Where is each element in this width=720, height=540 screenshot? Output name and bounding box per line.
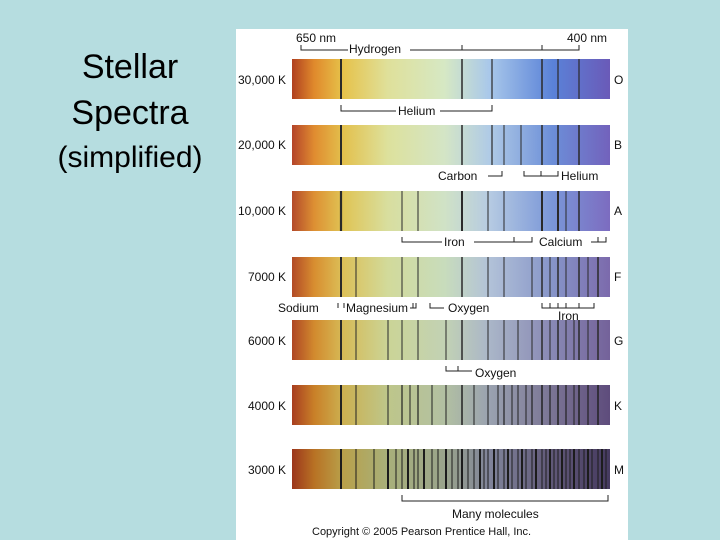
temperature-label-m: 3000 K	[248, 463, 286, 477]
magnesium-label: Magnesium	[346, 301, 408, 315]
spectrum-row-b: 20,000 K B	[238, 125, 622, 165]
class-label-k: K	[614, 399, 622, 413]
helium-top-label: Helium	[398, 104, 435, 118]
temperature-label-b: 20,000 K	[238, 138, 286, 152]
spectrum-strip-b	[292, 125, 610, 165]
helium-b-bracket: Helium	[523, 169, 598, 183]
spectrum-row-a: 10,000 K A	[238, 191, 622, 231]
class-label-m: M	[614, 463, 624, 477]
spectrum-row-g: 6000 K G	[248, 320, 623, 360]
spectrum-row-m: 3000 K M	[248, 449, 624, 489]
absorption-lines-m	[340, 449, 607, 489]
spectrum-row-k: 4000 K K	[248, 385, 622, 425]
class-label-o: O	[614, 73, 623, 87]
wavelength-right-label: 400 nm	[567, 31, 607, 45]
absorption-lines-b	[340, 125, 580, 165]
helium-b-label: Helium	[561, 169, 598, 183]
spectrum-strip-k	[292, 385, 610, 425]
calcium-bracket: Calcium	[539, 235, 607, 249]
carbon-bracket: Carbon	[438, 169, 503, 183]
temperature-label-g: 6000 K	[248, 334, 286, 348]
iron-f-bracket	[541, 303, 595, 309]
class-label-g: G	[614, 334, 623, 348]
copyright-notice: Copyright © 2005 Pearson Prentice Hall, …	[312, 526, 531, 538]
class-label-b: B	[614, 138, 622, 152]
spectrum-row-o: 30,000 K O	[238, 59, 623, 99]
temperature-label-k: 4000 K	[248, 399, 286, 413]
absorption-lines-g	[340, 320, 599, 360]
class-label-a: A	[614, 204, 622, 218]
many-molecules-bracket: Many molecules	[401, 495, 609, 521]
slide-subtitle: (simplified)	[57, 141, 203, 174]
calcium-label: Calcium	[539, 235, 582, 249]
absorption-lines-o	[340, 59, 580, 99]
absorption-lines-k	[340, 385, 599, 425]
absorption-lines-f	[340, 257, 599, 297]
wavelength-left-label: 650 nm	[296, 31, 336, 45]
temperature-label-f: 7000 K	[248, 270, 286, 284]
iron-f-label: Iron	[558, 309, 579, 323]
carbon-label: Carbon	[438, 169, 477, 183]
slide-title-line1: Stellar	[81, 48, 179, 86]
temperature-label-o: 30,000 K	[238, 73, 286, 87]
stellar-spectra-figure: 650 nm 400 nm Hydrogen 30,000 K O	[236, 29, 628, 540]
spectrum-strip-a	[292, 191, 610, 231]
oxygen-f-bracket	[429, 303, 444, 309]
class-label-f: F	[614, 270, 621, 284]
absorption-lines-a	[339, 191, 580, 231]
oxygen-g-label: Oxygen	[475, 366, 516, 380]
magnesium-ticks	[410, 303, 417, 309]
temperature-label-a: 10,000 K	[238, 204, 286, 218]
spectrum-strip-m	[292, 449, 610, 489]
oxygen-g-bracket	[445, 366, 472, 372]
hydrogen-bracket: Hydrogen	[300, 42, 580, 56]
spectrum-row-f: 7000 K F	[248, 257, 621, 297]
many-molecules-label: Many molecules	[452, 507, 539, 521]
oxygen-f-label: Oxygen	[448, 301, 489, 315]
spectrum-strip-o	[292, 59, 610, 99]
slide-title-line2: Spectra	[71, 94, 189, 132]
slide-title-block: Stellar Spectra (simplified)	[30, 44, 230, 180]
helium-top-bracket: Helium	[340, 104, 493, 118]
hydrogen-label: Hydrogen	[349, 42, 401, 56]
spectrum-strip-f	[292, 257, 610, 297]
spectra-diagram: 650 nm 400 nm Hydrogen 30,000 K O	[238, 31, 624, 538]
iron-a-bracket: Iron	[401, 235, 533, 249]
sodium-ticks	[337, 303, 345, 308]
iron-a-label: Iron	[444, 235, 465, 249]
spectrum-strip-g	[292, 320, 610, 360]
sodium-label: Sodium	[278, 301, 319, 315]
